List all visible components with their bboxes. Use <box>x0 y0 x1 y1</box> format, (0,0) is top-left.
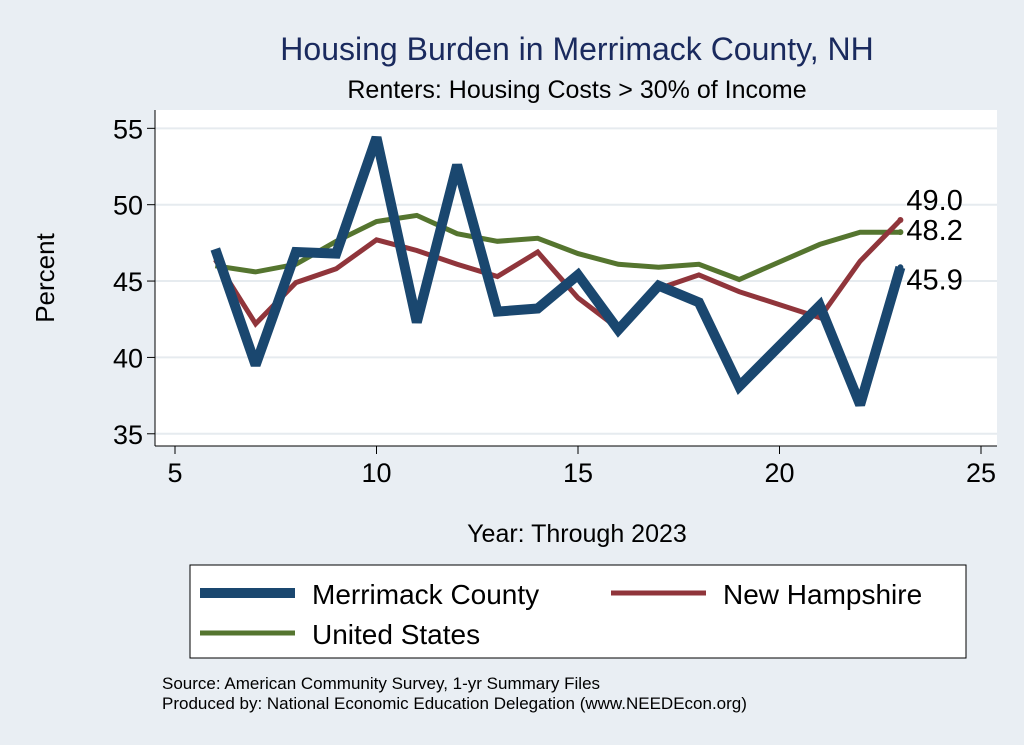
end-labels: 45.9 49.048.2 <box>906 185 962 296</box>
y-tick-label-35: 35 <box>113 420 143 450</box>
x-tick-label-25: 25 <box>966 458 996 488</box>
legend-box <box>189 564 967 659</box>
end-marker-united-states <box>897 229 904 236</box>
y-axis-label: Percent <box>30 232 60 322</box>
legend-label-united-states: United States <box>312 619 480 650</box>
y-axis-ticks: 35 40 45 50 55 <box>113 114 155 450</box>
x-tick-label-20: 20 <box>764 458 794 488</box>
x-axis-ticks: 5 10 15 20 25 <box>167 446 996 488</box>
end-label-new-hampshire: 49.0 <box>906 185 962 217</box>
producer-note: Produced by: National Economic Education… <box>162 694 747 713</box>
x-tick-label-10: 10 <box>361 458 391 488</box>
y-tick-label-50: 50 <box>113 191 143 221</box>
series-line-merrimack-county <box>210 135 906 407</box>
chart-title: Housing Burden in Merrimack County, NH <box>280 31 873 67</box>
x-tick-label-15: 15 <box>563 458 593 488</box>
x-axis-label: Year: Through 2023 <box>467 520 687 548</box>
y-tick-label-40: 40 <box>113 343 143 373</box>
end-label-united-states: 48.2 <box>906 215 962 247</box>
chart-subtitle: Renters: Housing Costs > 30% of Income <box>347 76 806 104</box>
end-label-merrimack-county: 45.9 <box>906 264 962 296</box>
source-note: Source: American Community Survey, 1-yr … <box>162 674 600 693</box>
x-tick-label-5: 5 <box>167 458 182 488</box>
legend-label-merrimack-county: Merrimack County <box>312 579 539 610</box>
y-tick-label-55: 55 <box>113 114 143 144</box>
y-tick-label-45: 45 <box>113 267 143 297</box>
legend: Merrimack County New Hampshire United Stat… <box>200 579 922 650</box>
series-lines <box>210 135 906 407</box>
end-marker-new-hampshire <box>897 216 904 223</box>
legend-label-new-hampshire: New Hampshire <box>723 579 922 610</box>
end-marker-merrimack-county <box>897 264 904 271</box>
series-line-new-hampshire <box>213 218 903 332</box>
